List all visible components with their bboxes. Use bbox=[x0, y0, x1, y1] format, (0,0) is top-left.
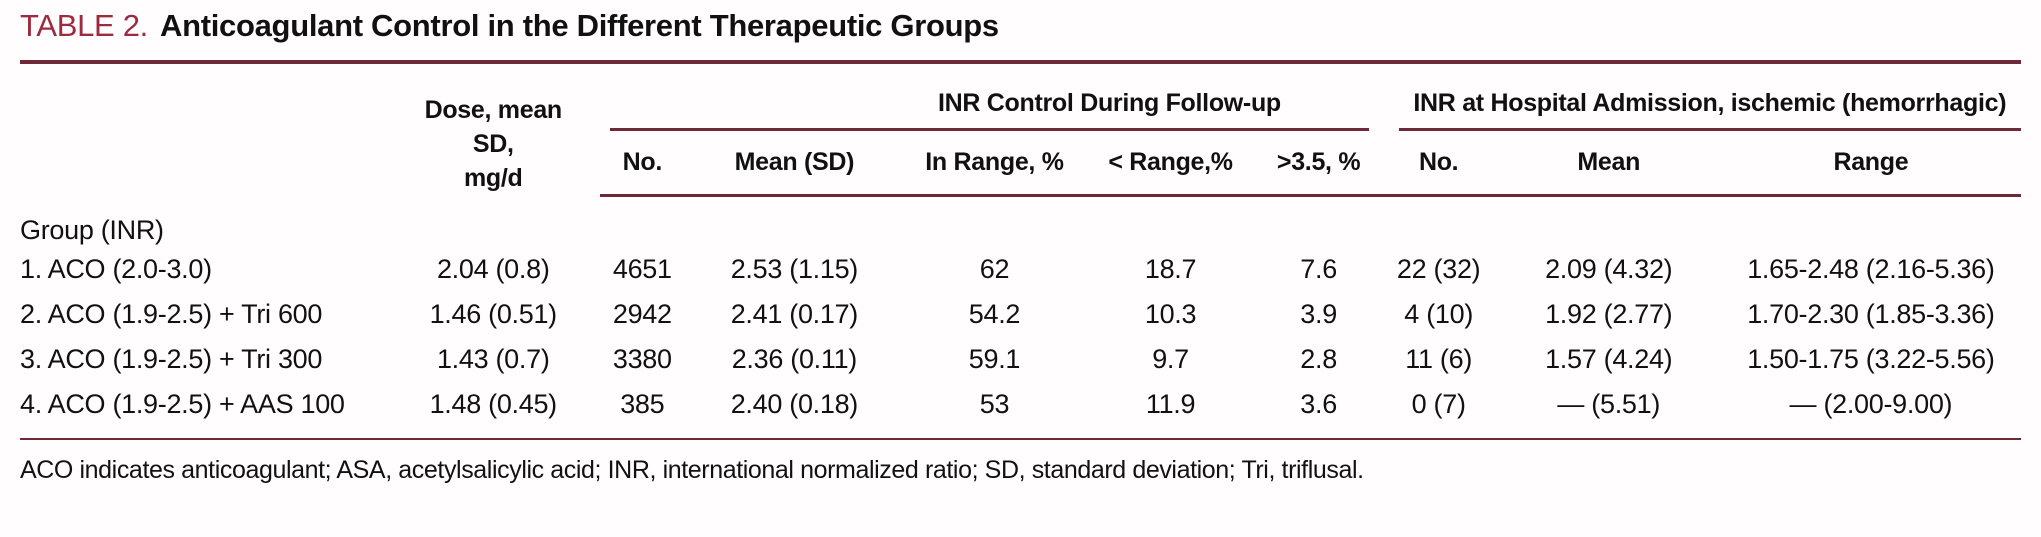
table-cell: 2.36 (0.11) bbox=[731, 344, 858, 374]
corner-cell bbox=[20, 62, 410, 195]
table-cell: 1.46 (0.51) bbox=[429, 299, 558, 329]
table-cell: 0 (7) bbox=[1411, 388, 1466, 419]
group2-label: INR at Hospital Admission, ischemic (hem… bbox=[1413, 89, 2007, 117]
col-header-in-range: In Range, % bbox=[904, 131, 1085, 197]
table-body: Group (INR) 1. ACO (2.0-3.0) 2.04 (0.8) … bbox=[20, 195, 2021, 439]
col-header-range-admission: Range bbox=[1720, 131, 2021, 197]
table-cell: 3. ACO (1.9-2.5) + Tri 300 bbox=[20, 344, 323, 374]
table-row: 3. ACO (1.9-2.5) + Tri 300 1.43 (0.7) 33… bbox=[20, 337, 2021, 382]
table-cell: 22 (32) bbox=[1396, 254, 1481, 284]
table-cell: 1.92 (2.77) bbox=[1545, 299, 1673, 329]
col-header-no-admission: No. bbox=[1380, 131, 1497, 197]
table-cell: 2.04 (0.8) bbox=[436, 254, 550, 284]
table-cell: 1.43 (0.7) bbox=[436, 344, 550, 374]
table-header: Dose, mean SD, mg/d INR Control During F… bbox=[20, 62, 2021, 197]
table-title: TABLE 2. Anticoagulant Control in the Dif… bbox=[20, 6, 2021, 46]
dose-header-line2: mg/d bbox=[463, 164, 523, 192]
table-cell: 7.6 bbox=[1300, 254, 1337, 284]
table-cell: 10.3 bbox=[1144, 299, 1197, 329]
table-row: 2. ACO (1.9-2.5) + Tri 600 1.46 (0.51) 2… bbox=[20, 292, 2021, 337]
data-table: Dose, mean SD, mg/d INR Control During F… bbox=[20, 60, 2021, 440]
table-row: 4. ACO (1.9-2.5) + AAS 100 1.48 (0.45) 3… bbox=[20, 382, 2021, 439]
table-cell: — (2.00-9.00) bbox=[1789, 388, 1953, 419]
table-cell: 53 bbox=[979, 388, 1010, 419]
table-cell: 1.70-2.30 (1.85-3.36) bbox=[1747, 299, 1995, 329]
sub-header-row: No. Mean (SD) In Range, % < Range,% >3.5… bbox=[20, 131, 2021, 197]
table-title-text: Anticoagulant Control in the Different T… bbox=[159, 8, 999, 43]
table-cell: 18.7 bbox=[1144, 254, 1197, 284]
table-figure: TABLE 2. Anticoagulant Control in the Dif… bbox=[20, 6, 2021, 484]
table-cell: 385 bbox=[620, 388, 665, 419]
col-header-mean-sd: Mean (SD) bbox=[684, 131, 905, 197]
group-header-inr-control: INR Control During Follow-up bbox=[600, 62, 1380, 131]
table-cell: 2.41 (0.17) bbox=[730, 299, 859, 329]
col-header-no-followup: No. bbox=[600, 131, 685, 197]
table-cell: 1. ACO (2.0-3.0) bbox=[20, 254, 212, 284]
group-header-inr-admission: INR at Hospital Admission, ischemic (hem… bbox=[1381, 62, 2021, 131]
col-header-mean-admission: Mean bbox=[1496, 131, 1721, 197]
dose-header-line1: Dose, mean SD, bbox=[424, 96, 563, 158]
table-cell: 11 (6) bbox=[1405, 344, 1473, 374]
col-header-gt-35: >3.5, % bbox=[1256, 131, 1381, 197]
table-cell: 11.9 bbox=[1145, 388, 1196, 419]
col-header-dose: Dose, mean SD, mg/d bbox=[410, 62, 600, 195]
table-cell: 3.6 bbox=[1300, 388, 1337, 419]
footnote: ACO indicates anticoagulant; ASA, acetyl… bbox=[20, 456, 1364, 484]
table-cell: 2.40 (0.18) bbox=[730, 388, 859, 419]
table-cell: 54.2 bbox=[968, 299, 1021, 329]
table-cell: 3380 bbox=[612, 344, 672, 374]
table-cell: 2942 bbox=[612, 299, 672, 329]
table-cell: 3.9 bbox=[1300, 299, 1337, 329]
table-cell: 4651 bbox=[612, 254, 672, 284]
table-number-label: TABLE 2. bbox=[20, 8, 148, 43]
section-row: Group (INR) bbox=[20, 195, 2021, 247]
table-cell: 4 (10) bbox=[1404, 299, 1474, 329]
table-cell: 2. ACO (1.9-2.5) + Tri 600 bbox=[20, 299, 323, 329]
table-cell: — (5.51) bbox=[1557, 388, 1661, 419]
table-cell: 2.53 (1.15) bbox=[730, 254, 859, 284]
section-label: Group (INR) bbox=[20, 215, 164, 246]
group1-label: INR Control During Follow-up bbox=[937, 89, 1281, 117]
group-header-row: Dose, mean SD, mg/d INR Control During F… bbox=[20, 62, 2021, 192]
table-cell: 9.7 bbox=[1152, 344, 1189, 374]
table-cell: 62 bbox=[979, 254, 1010, 284]
table-cell: 2.8 bbox=[1300, 344, 1337, 374]
table-cell: 4. ACO (1.9-2.5) + AAS 100 bbox=[20, 388, 345, 419]
table-cell: 1.65-2.48 (2.16-5.36) bbox=[1747, 254, 1995, 284]
table-cell: 1.48 (0.45) bbox=[429, 388, 558, 419]
col-header-lt-range: < Range,% bbox=[1084, 131, 1257, 197]
table-cell: 2.09 (4.32) bbox=[1545, 254, 1673, 284]
table-row: 1. ACO (2.0-3.0) 2.04 (0.8) 4651 2.53 (1… bbox=[20, 247, 2021, 292]
table-cell: 1.50-1.75 (3.22-5.56) bbox=[1747, 344, 1995, 374]
table-cell: 59.1 bbox=[968, 344, 1021, 374]
table-cell: 1.57 (4.24) bbox=[1545, 344, 1673, 374]
